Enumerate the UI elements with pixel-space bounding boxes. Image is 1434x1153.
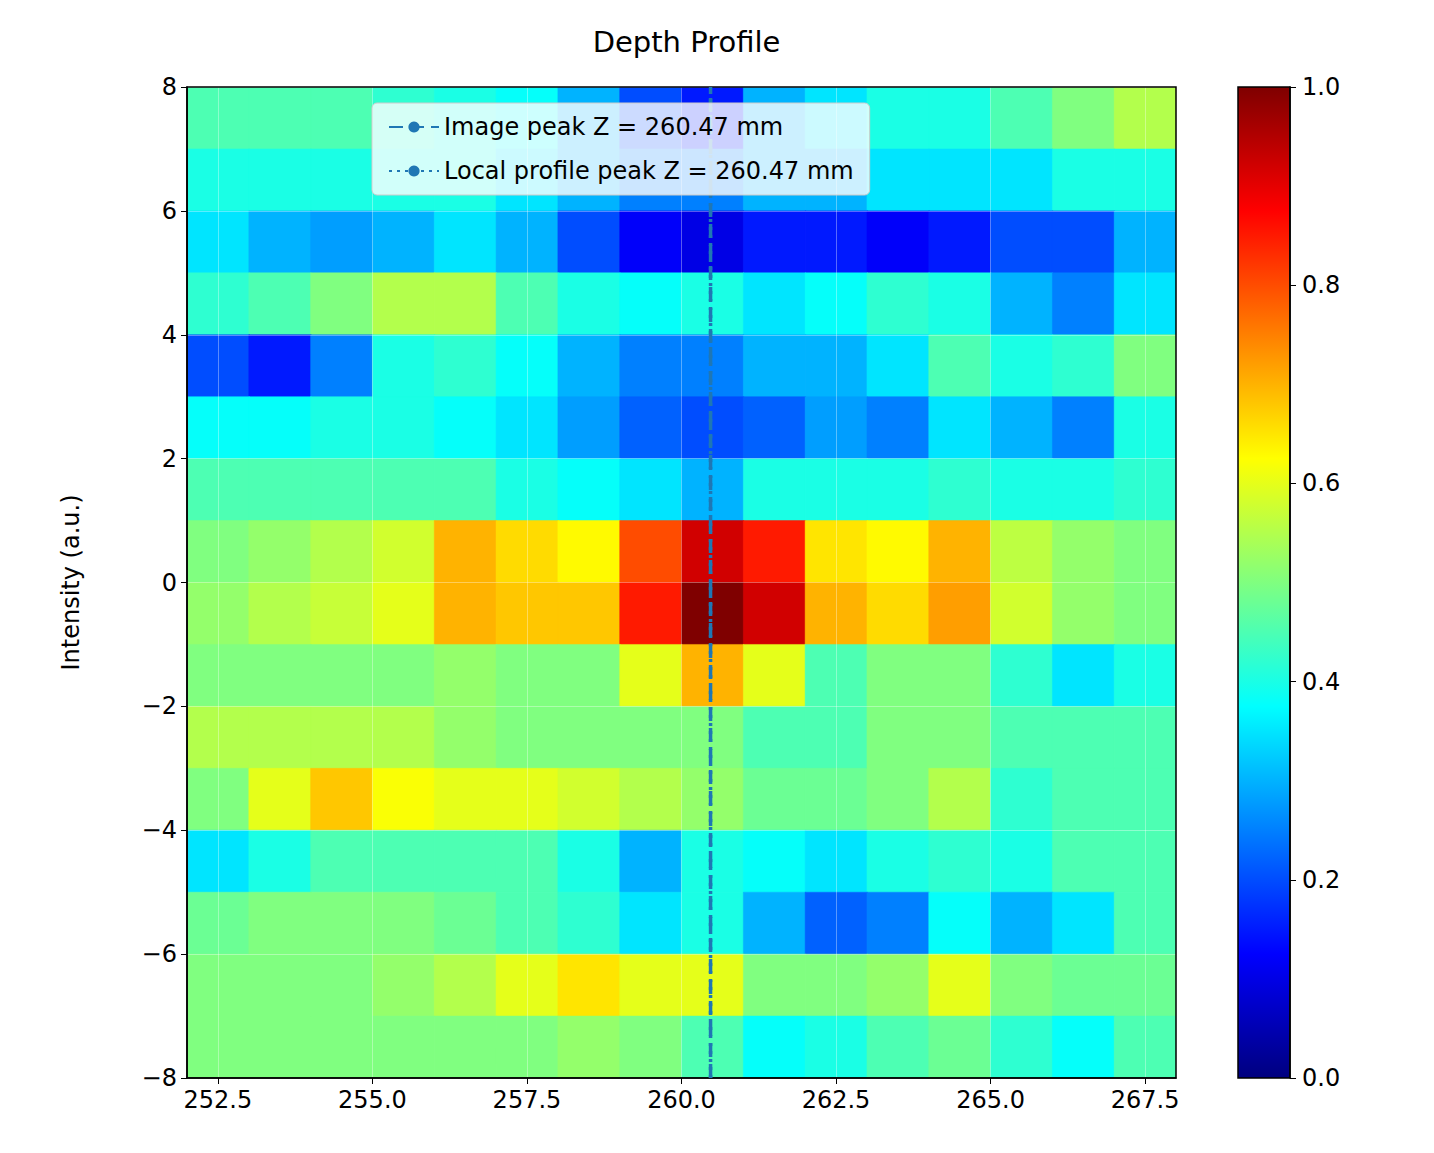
svg-text:0.4: 0.4 xyxy=(1302,668,1340,696)
svg-text:Image peak Z = 260.47 mm: Image peak Z = 260.47 mm xyxy=(444,113,783,141)
svg-text:255.0: 255.0 xyxy=(338,1086,407,1114)
svg-text:−6: −6 xyxy=(142,940,177,968)
svg-text:0.6: 0.6 xyxy=(1302,469,1340,497)
svg-text:265.0: 265.0 xyxy=(956,1086,1025,1114)
svg-text:Intensity (a.u.): Intensity (a.u.) xyxy=(57,495,85,671)
svg-text:Depth Profile: Depth Profile xyxy=(593,25,781,59)
svg-text:−4: −4 xyxy=(142,816,177,844)
svg-text:0.0: 0.0 xyxy=(1302,1064,1340,1092)
svg-text:2: 2 xyxy=(162,445,177,473)
svg-text:8: 8 xyxy=(162,73,177,101)
svg-text:Local profile peak Z = 260.47: Local profile peak Z = 260.47 mm xyxy=(444,157,854,185)
svg-text:260.0: 260.0 xyxy=(647,1086,716,1114)
svg-text:257.5: 257.5 xyxy=(493,1086,562,1114)
svg-text:0.2: 0.2 xyxy=(1302,866,1340,894)
svg-text:262.5: 262.5 xyxy=(802,1086,871,1114)
svg-text:4: 4 xyxy=(162,321,177,349)
svg-text:0: 0 xyxy=(162,569,177,597)
svg-text:0.8: 0.8 xyxy=(1302,271,1340,299)
svg-text:252.5: 252.5 xyxy=(184,1086,253,1114)
svg-text:6: 6 xyxy=(162,197,177,225)
svg-text:−8: −8 xyxy=(142,1064,177,1092)
svg-text:1.0: 1.0 xyxy=(1302,73,1340,101)
svg-text:−2: −2 xyxy=(142,692,177,720)
svg-text:267.5: 267.5 xyxy=(1111,1086,1180,1114)
